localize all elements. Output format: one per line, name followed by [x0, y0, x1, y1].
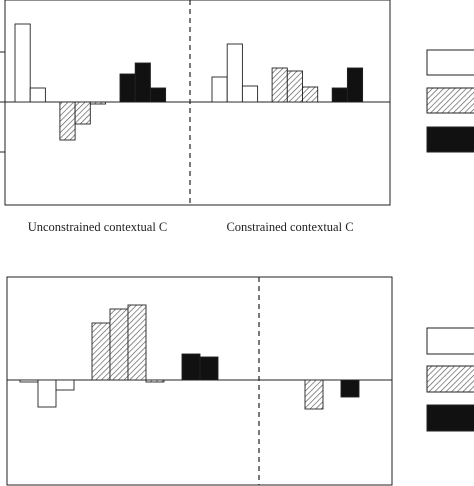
legend-swatch: [426, 126, 474, 153]
bar: [19, 379, 39, 383]
bar: [109, 308, 129, 381]
bar: [55, 379, 75, 391]
legend-swatch: [426, 404, 474, 432]
bar: [74, 101, 91, 125]
plot-frame: [6, 276, 393, 486]
category-label: Unconstrained contextual C: [28, 220, 168, 234]
bar: [226, 43, 243, 103]
bar: [302, 86, 319, 103]
bar: [346, 67, 364, 103]
bar: [119, 73, 136, 103]
bar: [149, 87, 167, 103]
bar: [181, 353, 201, 381]
bar: [241, 85, 259, 103]
category-label: Constrained contextual C: [226, 220, 353, 234]
bar: [271, 67, 288, 103]
bar: [211, 76, 228, 103]
bar: [127, 304, 147, 381]
bar: [340, 379, 360, 398]
bar: [199, 356, 219, 381]
legend-swatch: [426, 365, 474, 393]
bar: [59, 101, 76, 141]
legend-swatch: [426, 327, 474, 355]
bar: [91, 322, 111, 381]
bar: [134, 62, 151, 103]
bar: [331, 87, 348, 103]
bar: [14, 23, 31, 103]
bar: [286, 70, 303, 103]
bar: [145, 379, 165, 383]
legend-swatch: [426, 87, 474, 114]
bar: [29, 87, 46, 103]
legend-swatch: [426, 49, 474, 76]
bar: [37, 379, 57, 408]
bar: [89, 101, 106, 105]
bar: [304, 379, 324, 410]
